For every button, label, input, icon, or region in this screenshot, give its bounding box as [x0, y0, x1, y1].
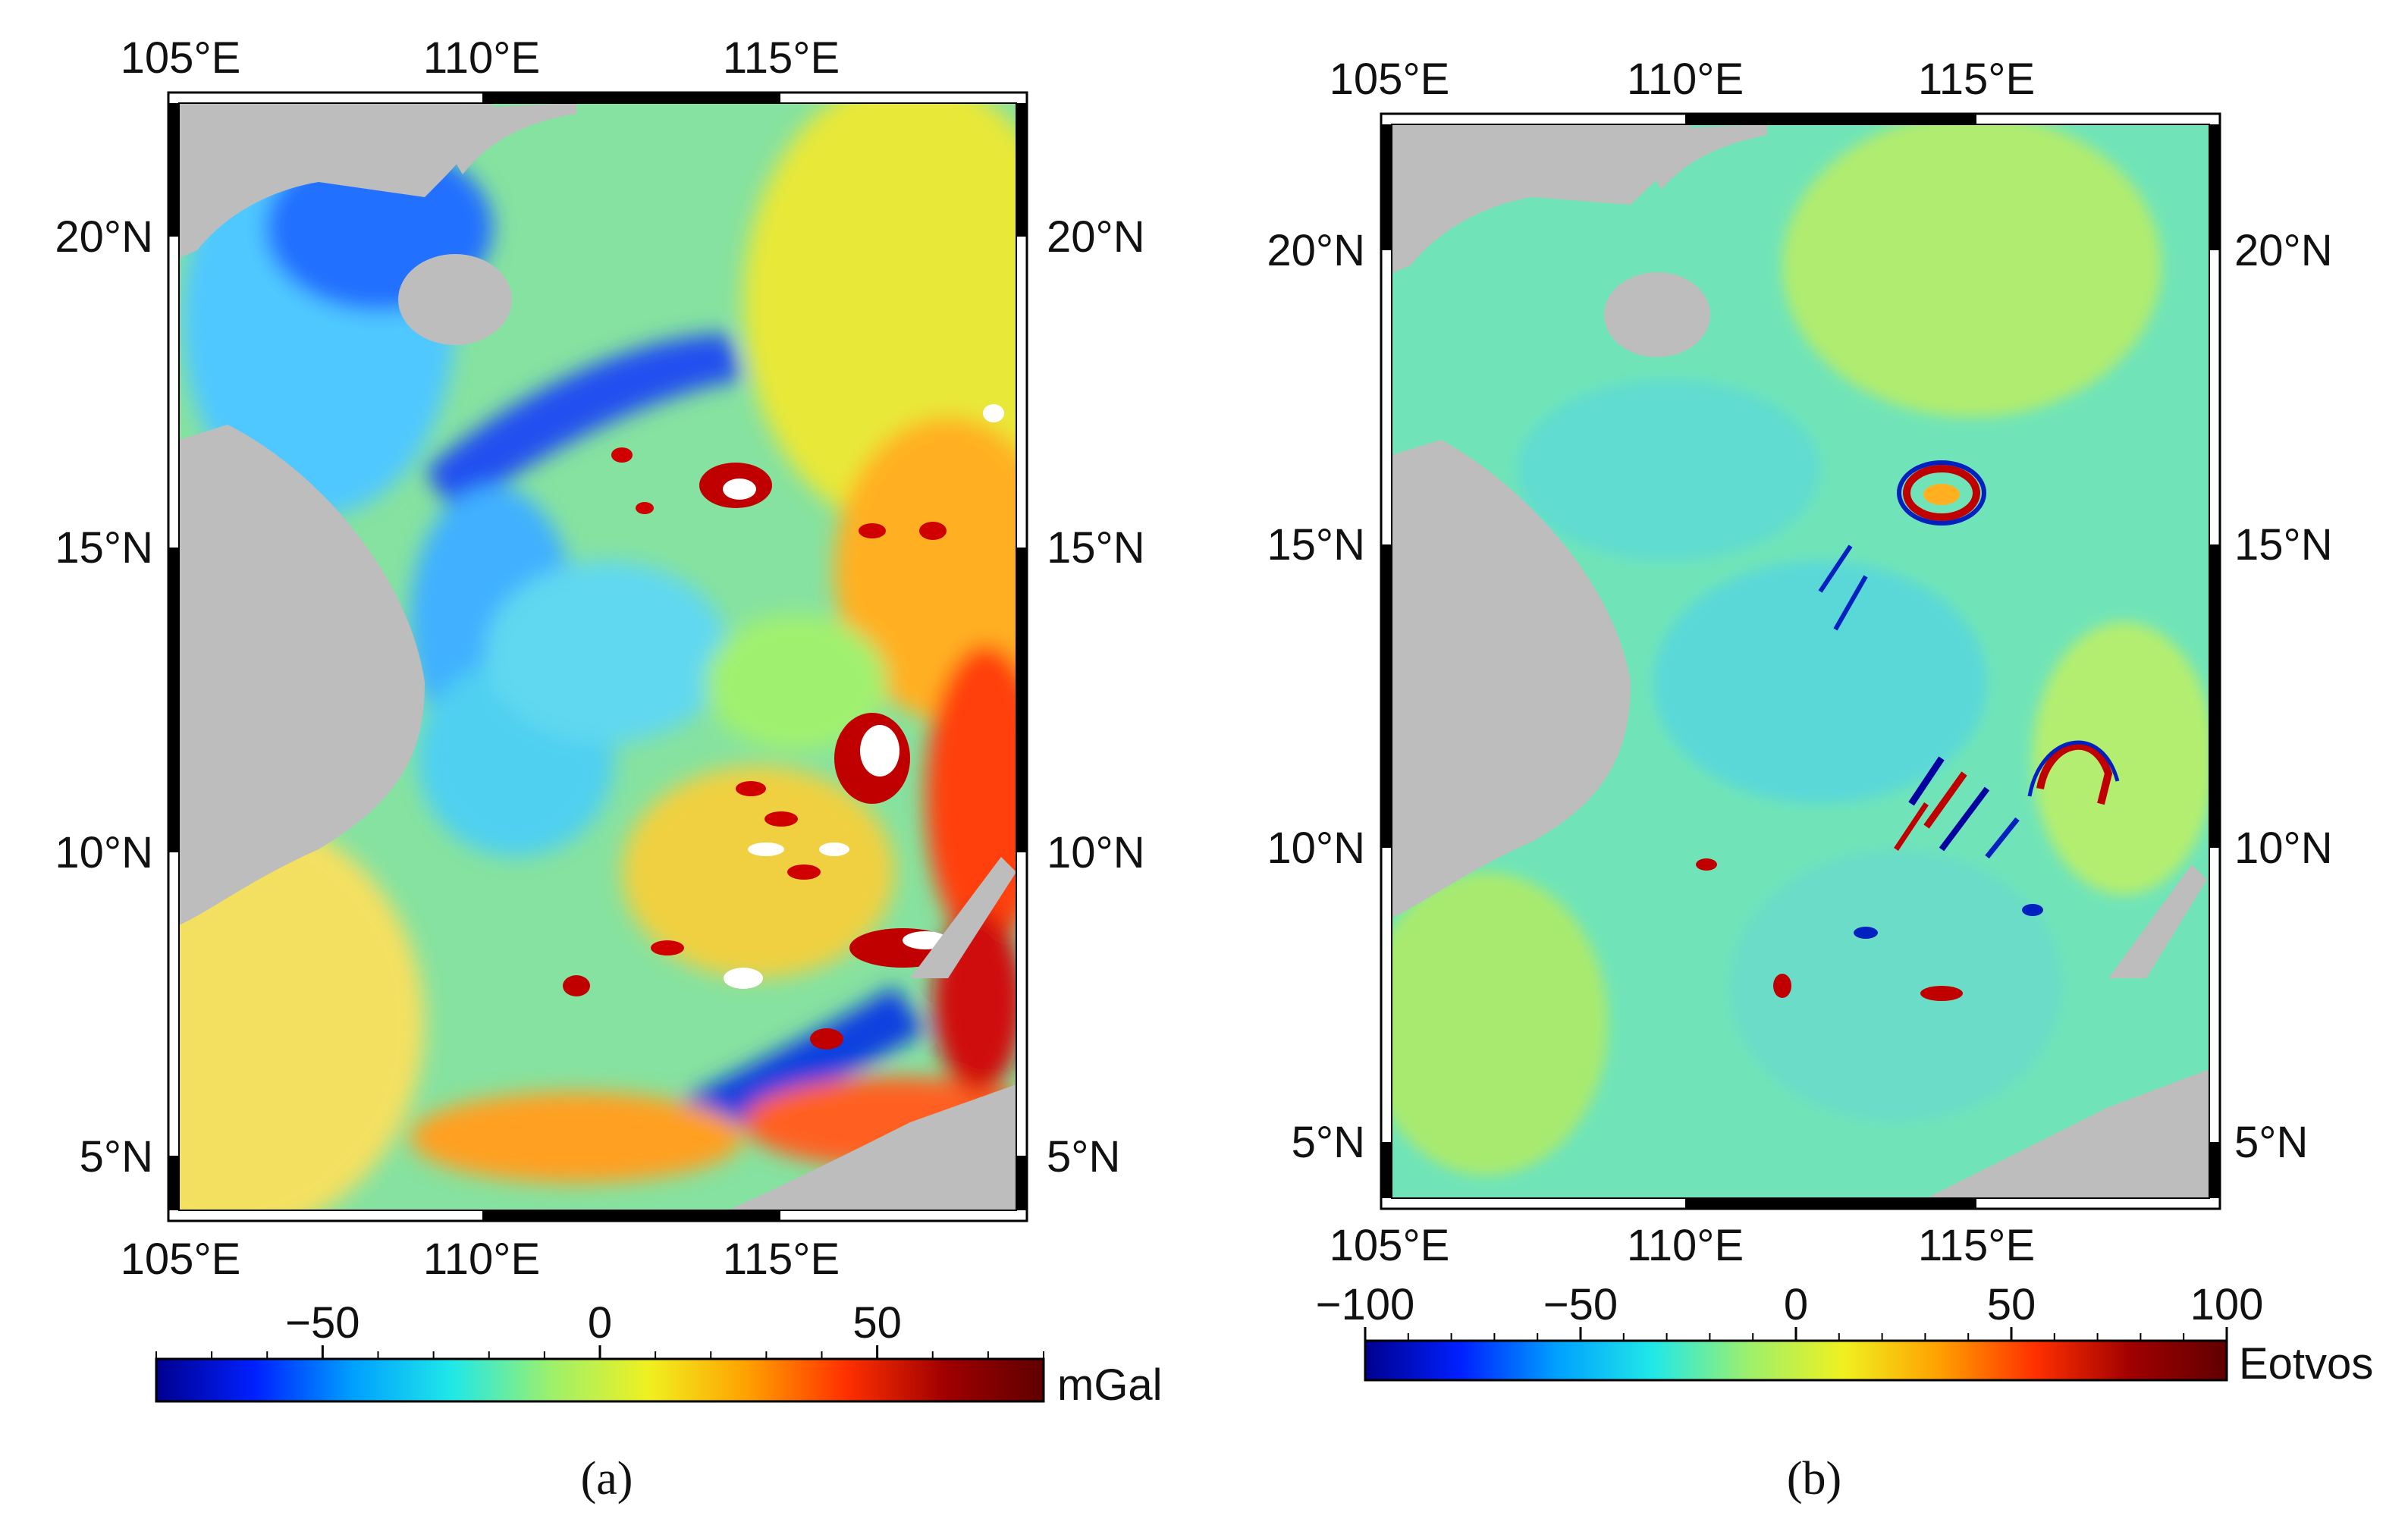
colorbar-ramp [155, 1357, 1045, 1403]
lat-label: 15°N [2234, 520, 2333, 570]
lon-label: 110°E [1627, 1221, 1744, 1270]
land-indochina [1392, 440, 1631, 918]
colorbar-minor-ticks [1364, 1327, 2228, 1341]
lat-label: 20°N [55, 212, 153, 262]
panel-b-lat-ticks-left: 20°N 15°N 10°N 5°N [1267, 226, 1365, 1167]
panel-a-lon-ticks-top: 105°E 110°E 115°E [121, 33, 840, 83]
lat-label: 20°N [1047, 212, 1145, 262]
colorbar-tick-label: 0 [588, 1298, 612, 1348]
land-hainan [1604, 272, 1710, 357]
lat-label: 20°N [2234, 226, 2333, 275]
panel-a-caption: (a) [581, 1453, 633, 1505]
panel-b-lon-ticks-top: 105°E 110°E 115°E [1330, 55, 2036, 104]
panel-b-caption: (b) [1787, 1453, 1841, 1505]
panel-b-lat-ticks-right: 20°N 15°N 10°N 5°N [2234, 226, 2333, 1167]
panel-a-lat-ticks-left: 20°N 15°N 10°N 5°N [55, 212, 153, 1181]
lat-label: 5°N [80, 1132, 153, 1181]
land-indochina [179, 425, 425, 925]
lat-label: 10°N [2234, 824, 2333, 873]
colorbar-minor-ticks [155, 1345, 1044, 1359]
land-palawan [2108, 864, 2207, 978]
land-borneo [728, 1084, 1016, 1210]
lat-label: 15°N [1267, 520, 1365, 570]
lon-label: 110°E [423, 33, 540, 83]
lon-label: 115°E [723, 1235, 840, 1284]
colorbar-tick-label: 0 [1784, 1280, 1808, 1329]
lat-label: 10°N [55, 828, 153, 877]
colorbar-tick-label: 100 [2190, 1280, 2264, 1329]
colorbar-tick-labels: −50 0 50 [285, 1298, 902, 1348]
colorbar-tick-label: 50 [1987, 1280, 2036, 1329]
colorbar-tick-label: −50 [285, 1298, 359, 1348]
panel-b: 105°E 110°E 115°E 105°E 110°E 115°E 20°N… [1267, 55, 2373, 1505]
panel-b-lon-ticks-bottom: 105°E 110°E 115°E [1330, 1221, 2036, 1270]
panel-b-map [1392, 124, 2209, 1198]
colorbar-tick-label: 50 [852, 1298, 902, 1348]
land-south-china [1392, 124, 1691, 273]
lon-label: 110°E [1627, 55, 1744, 104]
land-hainan [398, 254, 512, 345]
panel-a-colorbar: −50 0 50 mGal [155, 1298, 1163, 1410]
colorbar-unit: mGal [1057, 1360, 1163, 1410]
colorbar-tick-labels: −100 −50 0 50 100 [1316, 1280, 2264, 1329]
colorbar-ramp [1364, 1339, 2228, 1382]
lat-label: 20°N [1267, 226, 1365, 275]
lon-label: 115°E [723, 33, 840, 83]
panel-b-colorbar: −100 −50 0 50 100 Eotvos [1316, 1280, 2374, 1389]
lon-label: 115°E [1918, 1221, 2035, 1270]
lat-label: 10°N [1267, 824, 1365, 873]
lat-label: 15°N [55, 523, 153, 573]
panel-a-map [179, 103, 1016, 1210]
colorbar-tick-label: −100 [1316, 1280, 1415, 1329]
lat-label: 5°N [1292, 1118, 1365, 1167]
land-south-china [179, 103, 493, 258]
panel-a-lat-ticks-right: 20°N 15°N 10°N 5°N [1047, 212, 1145, 1181]
panel-b-land [1392, 124, 2209, 1198]
panel-a: 105°E 110°E 115°E 105°E 110°E 115°E 20°N… [55, 33, 1163, 1505]
panel-b-gradient-patches [1392, 124, 2209, 1175]
lat-label: 5°N [1047, 1132, 1120, 1181]
lon-label: 105°E [121, 1235, 241, 1284]
colorbar-tick-label: −50 [1543, 1280, 1618, 1329]
lon-label: 105°E [121, 33, 241, 83]
panel-a-land [179, 103, 1016, 1210]
panel-a-lon-ticks-bottom: 105°E 110°E 115°E [121, 1235, 840, 1284]
panel-a-frame [167, 91, 1028, 1222]
lon-label: 110°E [423, 1235, 540, 1284]
panel-b-frame [1380, 112, 2221, 1210]
land-borneo [1926, 1069, 2209, 1198]
land-palawan [910, 857, 1016, 978]
lon-label: 105°E [1330, 55, 1450, 104]
panel-b-seamounts [1696, 460, 2120, 1001]
lat-label: 5°N [2234, 1118, 2308, 1167]
lon-label: 105°E [1330, 1221, 1450, 1270]
lon-label: 115°E [1918, 55, 2035, 104]
colorbar-unit: Eotvos [2239, 1339, 2373, 1389]
lat-label: 10°N [1047, 828, 1145, 877]
lat-label: 15°N [1047, 523, 1145, 573]
